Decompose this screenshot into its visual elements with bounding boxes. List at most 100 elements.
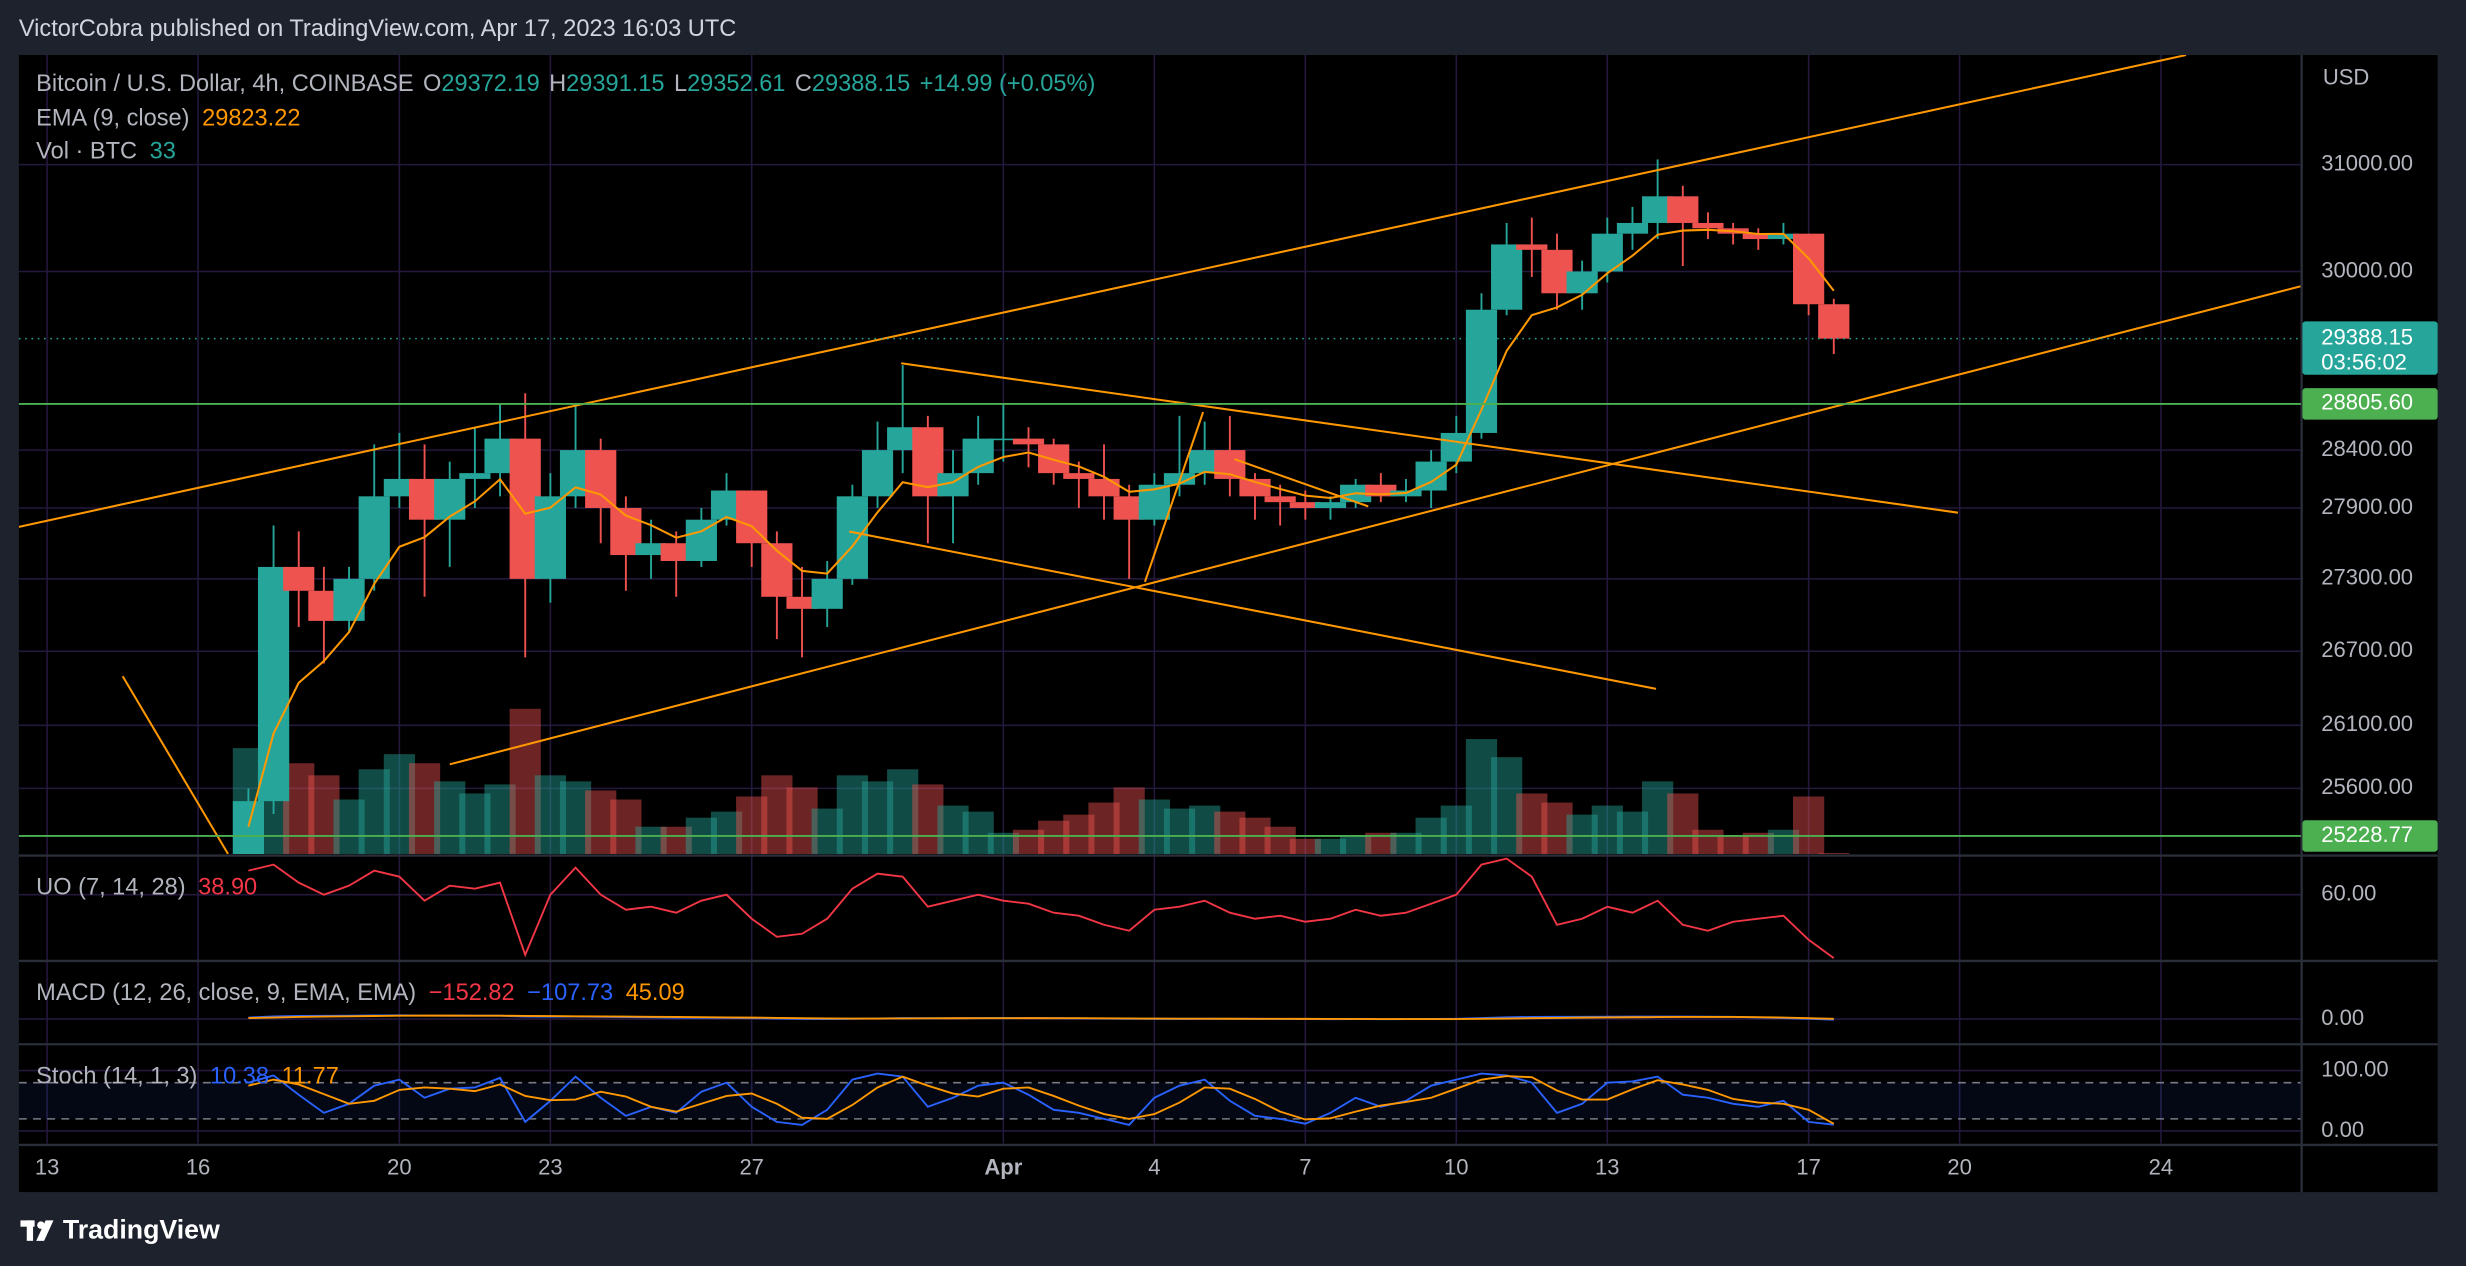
legend-item: Vol · BTC bbox=[36, 138, 137, 164]
candle-body bbox=[1767, 233, 1800, 240]
candle-body bbox=[1742, 233, 1774, 240]
y-tick-label: 60.00 bbox=[2321, 881, 2376, 906]
y-tick-label: 100.00 bbox=[2321, 1056, 2388, 1081]
volume-bar bbox=[912, 784, 944, 854]
candle-body bbox=[836, 496, 868, 579]
volume-bar bbox=[861, 781, 894, 854]
x-tick-label: 23 bbox=[538, 1154, 562, 1179]
legend-item: 33 bbox=[150, 138, 176, 164]
y-tick-label: 28400.00 bbox=[2321, 436, 2413, 461]
logo-part bbox=[36, 1220, 54, 1241]
logo-part bbox=[26, 1220, 34, 1241]
x-tick-label: 13 bbox=[1595, 1154, 1619, 1179]
y-tick-label: 27300.00 bbox=[2321, 565, 2413, 590]
x-tick-label: 17 bbox=[1796, 1154, 1820, 1179]
candle-body bbox=[1264, 496, 1296, 503]
legend-item: −152.82 bbox=[429, 979, 515, 1005]
candle-body bbox=[534, 496, 566, 579]
legend: Vol · BTC 33 bbox=[36, 138, 176, 164]
volume-bar bbox=[1818, 852, 1850, 854]
legend-item: O bbox=[423, 70, 441, 96]
y-tick-label: 26700.00 bbox=[2321, 637, 2413, 662]
x-tick-label: 20 bbox=[387, 1154, 411, 1179]
indicator-line bbox=[248, 1072, 1834, 1126]
x-tick-label: 4 bbox=[1148, 1154, 1160, 1179]
volume-bar bbox=[1591, 805, 1623, 854]
indicator-line bbox=[248, 1014, 1834, 1021]
x-tick-label: 10 bbox=[1444, 1154, 1468, 1179]
volume-bar bbox=[1692, 829, 1724, 854]
legend-item: −107.73 bbox=[527, 979, 613, 1005]
candle-body bbox=[434, 478, 466, 520]
legend-item: L bbox=[674, 70, 687, 96]
volume-bar bbox=[408, 763, 441, 854]
volume-bar bbox=[987, 832, 1019, 854]
candle-body bbox=[635, 543, 667, 556]
candle-body bbox=[358, 496, 390, 579]
ema-line bbox=[247, 228, 1835, 828]
band-fill bbox=[18, 1082, 2301, 1119]
plots bbox=[18, 159, 2301, 1126]
level-label: 25228.77 bbox=[2321, 822, 2413, 847]
volume-bar bbox=[1642, 781, 1674, 854]
x-tick-label: 16 bbox=[186, 1154, 210, 1179]
candle-body bbox=[1314, 502, 1347, 508]
volume-bar bbox=[811, 808, 843, 854]
candle-body bbox=[761, 543, 793, 597]
candle-body bbox=[1365, 484, 1397, 497]
volume-bar bbox=[308, 775, 340, 854]
volume-bar bbox=[937, 805, 969, 854]
volume-bar bbox=[1390, 832, 1422, 854]
volume-bar bbox=[585, 790, 617, 854]
x-tick-label: 24 bbox=[2149, 1154, 2173, 1179]
volume-bar bbox=[1717, 835, 1749, 854]
volume-bar bbox=[1465, 739, 1498, 854]
volume-bar bbox=[1541, 802, 1573, 854]
volume-bar bbox=[1767, 829, 1800, 854]
candle-body bbox=[1440, 432, 1472, 462]
separators bbox=[18, 55, 2438, 1193]
trend-line bbox=[1143, 411, 1205, 583]
volume-bar bbox=[1113, 787, 1145, 854]
candle-body bbox=[1692, 222, 1724, 229]
volume-bar bbox=[1566, 814, 1598, 854]
volume-bar bbox=[509, 708, 541, 854]
legend-item: 45.09 bbox=[626, 979, 685, 1005]
volume-bar bbox=[1491, 757, 1523, 854]
candle-body bbox=[861, 450, 894, 497]
volume-bar bbox=[1038, 820, 1070, 854]
y-tick-label: 27900.00 bbox=[2321, 494, 2413, 519]
candle-body bbox=[1793, 233, 1825, 305]
chart-area bbox=[18, 55, 2438, 1193]
candle-body bbox=[283, 566, 315, 591]
legend-item: 29391.15 bbox=[566, 70, 664, 96]
candle-body bbox=[1189, 450, 1221, 474]
trend-line bbox=[121, 675, 229, 854]
legend-item: H bbox=[549, 70, 566, 96]
volume-bar bbox=[1189, 805, 1221, 854]
candle-body bbox=[333, 578, 365, 621]
pane bbox=[248, 1014, 1834, 1021]
volume-bar bbox=[383, 754, 415, 854]
candle-body bbox=[1465, 309, 1498, 433]
candle-body bbox=[887, 427, 919, 451]
volume-bar bbox=[1742, 832, 1774, 854]
legend-item: 29823.22 bbox=[202, 105, 300, 131]
volume-bar bbox=[484, 784, 516, 854]
candle-body bbox=[660, 543, 692, 561]
y-tick-label: 30000.00 bbox=[2321, 257, 2413, 282]
level-label-box bbox=[2302, 820, 2438, 852]
volume-bar bbox=[1516, 793, 1548, 854]
volume-bar bbox=[761, 775, 793, 854]
legend: MACD (12, 26, close, 9, EMA, EMA) −152.82… bbox=[36, 979, 685, 1005]
volume-bar bbox=[1289, 838, 1321, 854]
legend-item: 38.90 bbox=[198, 874, 257, 900]
footer-brand: TradingView bbox=[63, 1214, 220, 1244]
legend: Bitcoin / U.S. Dollar, 4h, COINBASE O2937… bbox=[36, 70, 1095, 96]
legend-item: 11.77 bbox=[282, 1063, 339, 1089]
level-label-box bbox=[2302, 388, 2438, 420]
volume-bar bbox=[962, 811, 994, 854]
volume-bar bbox=[786, 787, 818, 854]
footer-logo bbox=[20, 1220, 54, 1241]
